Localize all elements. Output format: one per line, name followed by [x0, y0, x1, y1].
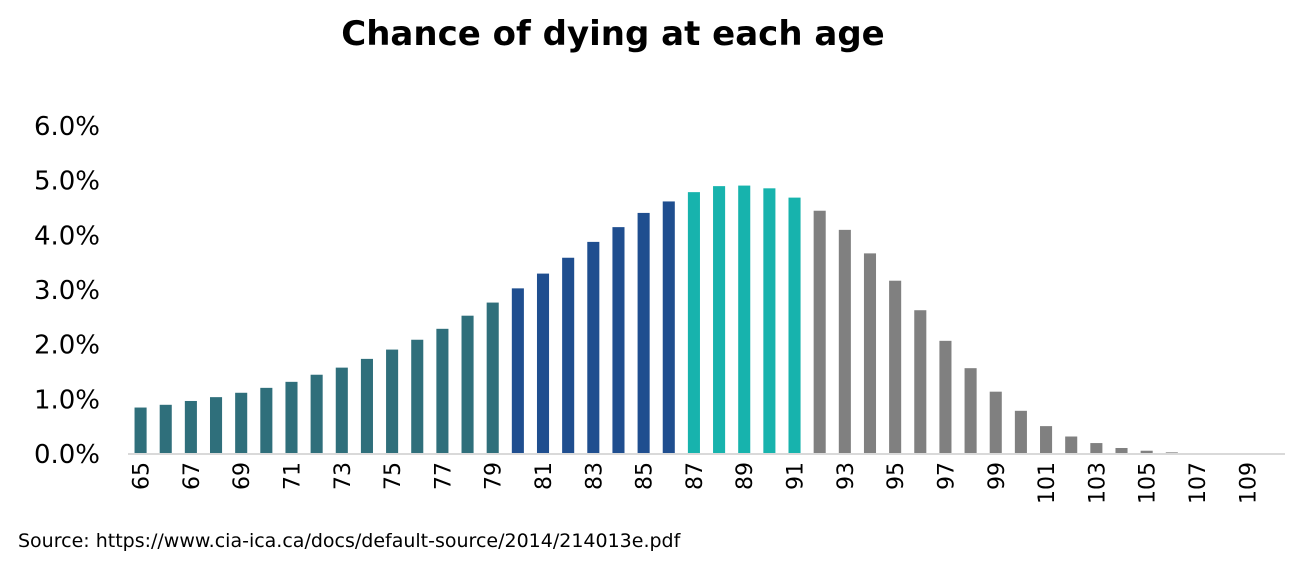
bar-age-86 — [662, 201, 675, 454]
x-tick-label: 85 — [633, 462, 658, 490]
chart-title: Chance of dying at each age — [341, 14, 885, 54]
bar-age-90 — [763, 188, 776, 454]
bar-age-97 — [939, 340, 952, 454]
y-tick-label: 4.0% — [34, 221, 100, 251]
bar-age-70 — [260, 387, 273, 454]
x-tick-label: 87 — [683, 462, 708, 490]
x-tick-label: 89 — [733, 462, 758, 490]
y-tick-label: 1.0% — [34, 385, 100, 415]
bar-age-85 — [637, 212, 650, 454]
x-tick-label: 79 — [482, 462, 507, 490]
x-tick-label: 109 — [1236, 462, 1261, 504]
bars — [134, 185, 1279, 454]
bar-age-103 — [1090, 443, 1103, 454]
bar-age-67 — [184, 400, 197, 454]
bar-age-66 — [159, 404, 172, 454]
y-tick-label: 6.0% — [34, 112, 100, 142]
bar-age-68 — [209, 397, 223, 454]
x-tick-label: 67 — [180, 462, 205, 490]
bar-age-82 — [562, 257, 575, 454]
bar-age-92 — [813, 210, 826, 454]
bar-age-69 — [235, 392, 248, 454]
y-tick-label: 2.0% — [34, 331, 100, 361]
x-tick-label: 71 — [280, 462, 305, 490]
x-tick-label: 95 — [884, 462, 909, 490]
bar-age-76 — [411, 339, 424, 454]
x-axis: 65 67 69 71 73 75 77 79 81 83 85 87 89 91 93 95 97 99 101 1… — [130, 462, 1262, 504]
bar-age-96 — [914, 310, 927, 454]
x-tick-label: 91 — [784, 462, 809, 490]
bar-age-77 — [436, 328, 449, 454]
bar-age-105 — [1140, 450, 1153, 454]
x-tick-label: 69 — [230, 462, 255, 490]
bar-age-94 — [863, 253, 877, 454]
x-tick-label: 99 — [985, 462, 1010, 490]
bar-age-88 — [713, 186, 726, 454]
bar-age-102 — [1065, 436, 1078, 454]
x-tick-label: 73 — [331, 462, 356, 490]
x-tick-label: 77 — [431, 462, 456, 490]
x-tick-label: 83 — [582, 462, 607, 490]
x-tick-label: 101 — [1035, 462, 1060, 504]
bar-age-95 — [889, 280, 902, 454]
x-tick-label: 103 — [1085, 462, 1110, 504]
x-tick-label: 75 — [381, 462, 406, 490]
bar-age-75 — [386, 349, 399, 454]
x-tick-label: 93 — [834, 462, 859, 490]
x-tick-label: 65 — [130, 462, 155, 490]
bar-age-89 — [738, 185, 751, 454]
y-tick-label: 3.0% — [34, 276, 100, 306]
x-tick-label: 105 — [1136, 462, 1161, 504]
x-tick-label: 81 — [532, 462, 557, 490]
bar-age-80 — [511, 288, 524, 454]
x-tick-label: 97 — [934, 462, 959, 490]
bar-age-73 — [335, 367, 348, 454]
bar-age-71 — [285, 381, 298, 454]
bar-age-100 — [1014, 410, 1027, 454]
bar-age-72 — [310, 374, 323, 454]
bar-age-101 — [1040, 426, 1053, 454]
bar-age-93 — [838, 229, 851, 454]
bar-age-83 — [587, 241, 600, 454]
bar-age-81 — [536, 273, 550, 454]
bar-age-79 — [486, 302, 499, 454]
x-tick-label: 107 — [1186, 462, 1211, 504]
bar-age-87 — [687, 192, 700, 454]
bar-age-104 — [1115, 447, 1128, 454]
source-note: Source: https://www.cia-ica.ca/docs/defa… — [18, 530, 681, 552]
bar-age-84 — [612, 227, 625, 454]
bar-age-78 — [461, 315, 474, 454]
bar-age-65 — [134, 407, 147, 454]
bar-age-91 — [788, 197, 801, 454]
bar-age-98 — [964, 368, 977, 454]
y-tick-label: 0.0% — [34, 440, 100, 470]
bar-age-99 — [989, 391, 1002, 454]
bar-age-74 — [360, 358, 373, 454]
y-tick-label: 5.0% — [34, 167, 100, 197]
y-axis: 0.0% 1.0% 2.0% 3.0% 4.0% 5.0% 6.0% — [34, 112, 100, 470]
